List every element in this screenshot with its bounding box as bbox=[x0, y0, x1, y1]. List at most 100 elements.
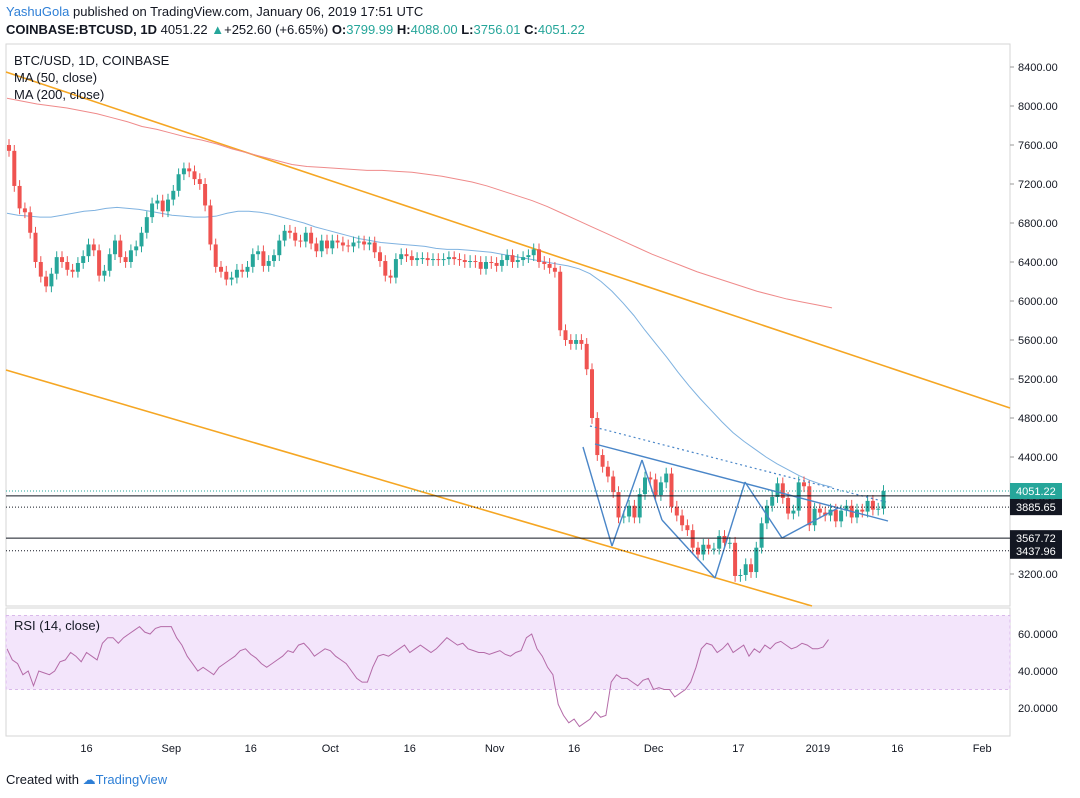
ma200-line[interactable] bbox=[6, 97, 833, 309]
candle-body[interactable] bbox=[107, 254, 112, 271]
candle-body[interactable] bbox=[203, 184, 208, 206]
candle-body[interactable] bbox=[860, 509, 865, 512]
pattern-trendline[interactable] bbox=[714, 481, 746, 579]
candle-body[interactable] bbox=[844, 505, 849, 511]
candle-body[interactable] bbox=[563, 330, 568, 340]
candle-body[interactable] bbox=[802, 482, 806, 487]
pattern-trendline[interactable] bbox=[781, 507, 839, 539]
candle-body[interactable] bbox=[256, 251, 261, 255]
candle-body[interactable] bbox=[690, 530, 695, 548]
channel-upper-line[interactable] bbox=[5, 71, 1011, 409]
candle-body[interactable] bbox=[658, 482, 663, 496]
candle-body[interactable] bbox=[515, 260, 520, 262]
dotted-trendline[interactable] bbox=[589, 425, 887, 503]
candle-body[interactable] bbox=[754, 547, 759, 573]
candle-body[interactable] bbox=[197, 179, 202, 184]
rsi-line[interactable] bbox=[6, 625, 829, 728]
candle-body[interactable] bbox=[49, 273, 54, 287]
candle-body[interactable] bbox=[330, 240, 335, 249]
candle-body[interactable] bbox=[770, 496, 775, 506]
candle-body[interactable] bbox=[627, 505, 632, 517]
candle-body[interactable] bbox=[356, 241, 361, 243]
candle-body[interactable] bbox=[266, 261, 271, 266]
candle-body[interactable] bbox=[743, 564, 748, 575]
candle-body[interactable] bbox=[542, 262, 547, 264]
candle-body[interactable] bbox=[208, 205, 213, 245]
candle-body[interactable] bbox=[452, 257, 457, 260]
candle-body[interactable] bbox=[261, 251, 266, 266]
candle-body[interactable] bbox=[91, 244, 96, 251]
candle-body[interactable] bbox=[399, 254, 404, 260]
candle-body[interactable] bbox=[181, 168, 186, 175]
candle-body[interactable] bbox=[786, 497, 791, 514]
candle-body[interactable] bbox=[65, 262, 70, 270]
candle-body[interactable] bbox=[791, 510, 796, 514]
candle-body[interactable] bbox=[510, 255, 515, 262]
candle-body[interactable] bbox=[340, 242, 345, 246]
candle-body[interactable] bbox=[643, 477, 647, 495]
ma200-legend[interactable]: MA (200, close) bbox=[14, 87, 105, 102]
candle-body[interactable] bbox=[22, 208, 27, 213]
candle-body[interactable] bbox=[309, 232, 314, 244]
candle-body[interactable] bbox=[568, 340, 573, 344]
candle-body[interactable] bbox=[775, 483, 780, 497]
candle-body[interactable] bbox=[531, 249, 536, 256]
candle-body[interactable] bbox=[749, 564, 753, 573]
candle-body[interactable] bbox=[102, 270, 107, 276]
candle-body[interactable] bbox=[319, 240, 324, 252]
candle-body[interactable] bbox=[865, 500, 870, 512]
candle-body[interactable] bbox=[584, 343, 589, 370]
candle-body[interactable] bbox=[505, 255, 510, 261]
candle-body[interactable] bbox=[664, 473, 669, 483]
candle-body[interactable] bbox=[468, 261, 473, 263]
candle-body[interactable] bbox=[224, 271, 229, 280]
candle-body[interactable] bbox=[229, 277, 234, 280]
candle-body[interactable] bbox=[547, 263, 552, 268]
candle-body[interactable] bbox=[648, 477, 653, 480]
candle-body[interactable] bbox=[680, 515, 685, 526]
candle-body[interactable] bbox=[441, 259, 446, 261]
candle-body[interactable] bbox=[484, 262, 488, 269]
candle-body[interactable] bbox=[637, 494, 642, 518]
candle-body[interactable] bbox=[823, 512, 828, 516]
candle-body[interactable] bbox=[462, 260, 467, 262]
candle-body[interactable] bbox=[97, 250, 102, 276]
candle-body[interactable] bbox=[171, 190, 176, 200]
candle-body[interactable] bbox=[446, 257, 451, 260]
candle-body[interactable] bbox=[346, 245, 351, 247]
candle-body[interactable] bbox=[81, 256, 86, 263]
pattern-trendline[interactable] bbox=[661, 519, 716, 579]
candle-body[interactable] bbox=[250, 254, 255, 267]
candle-body[interactable] bbox=[632, 505, 637, 518]
candle-body[interactable] bbox=[876, 508, 881, 510]
candle-body[interactable] bbox=[234, 269, 239, 278]
candle-body[interactable] bbox=[75, 262, 80, 272]
candle-body[interactable] bbox=[298, 240, 303, 242]
candle-body[interactable] bbox=[711, 548, 716, 550]
candle-body[interactable] bbox=[717, 535, 722, 549]
tradingview-logo-icon[interactable]: ☁ bbox=[82, 772, 96, 787]
pattern-trendline[interactable] bbox=[641, 459, 663, 521]
candle-body[interactable] bbox=[552, 267, 557, 272]
candle-body[interactable] bbox=[685, 525, 690, 531]
candle-body[interactable] bbox=[621, 516, 626, 518]
candle-body[interactable] bbox=[653, 479, 658, 496]
candle-body[interactable] bbox=[881, 491, 886, 509]
candle-body[interactable] bbox=[701, 544, 706, 555]
candle-body[interactable] bbox=[409, 256, 414, 261]
candle-body[interactable] bbox=[367, 242, 372, 245]
candle-body[interactable] bbox=[812, 508, 817, 526]
candle-body[interactable] bbox=[128, 250, 133, 262]
candle-body[interactable] bbox=[473, 261, 478, 263]
candle-body[interactable] bbox=[807, 486, 812, 526]
candle-body[interactable] bbox=[70, 269, 75, 272]
candle-body[interactable] bbox=[494, 262, 499, 266]
candle-body[interactable] bbox=[616, 492, 621, 518]
candle-body[interactable] bbox=[489, 262, 494, 263]
tradingview-brand[interactable]: TradingView bbox=[95, 772, 168, 787]
candle-body[interactable] bbox=[351, 242, 356, 247]
pattern-trendline[interactable] bbox=[744, 481, 783, 539]
candle-body[interactable] bbox=[277, 240, 282, 256]
pattern-trendline[interactable] bbox=[582, 446, 613, 547]
candle-body[interactable] bbox=[314, 243, 319, 252]
